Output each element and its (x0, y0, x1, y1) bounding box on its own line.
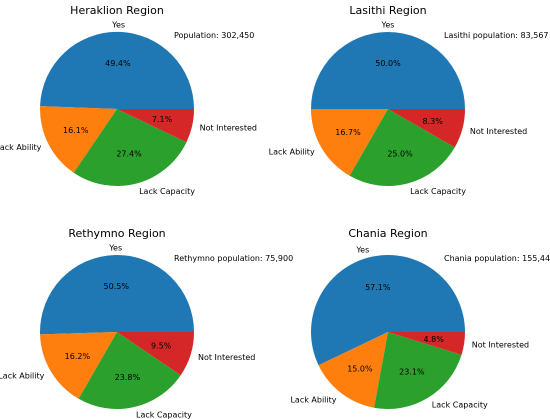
slice-value-label: 57.1% (365, 283, 391, 292)
chart-title: Chania Region (348, 227, 427, 240)
pie-slices (39, 31, 195, 187)
chart-title: Heraklion Region (70, 4, 164, 17)
pie-slice-not-interested (388, 332, 465, 355)
panel-heraklion: Heraklion Region Population: 302,450 49.… (0, 4, 257, 196)
pie-slice-not-interested (117, 332, 194, 376)
slice-value-label: 8.3% (422, 117, 443, 126)
pie-slice-yes (40, 254, 195, 335)
slice-value-label: 16.7% (335, 128, 361, 137)
pie-slice-yes (40, 31, 195, 110)
slice-category-label: Lack Capacity (432, 401, 488, 410)
slice-value-label: 15.0% (347, 365, 373, 374)
pie-slice-lack-ability (311, 109, 388, 176)
slice-value-label: 7.1% (152, 115, 173, 124)
slice-value-label: 50.5% (104, 282, 130, 291)
pie-slices (40, 254, 195, 409)
slice-value-label: 16.2% (65, 352, 91, 361)
slice-category-label: Lack Ability (269, 147, 315, 156)
slice-value-label: 16.1% (63, 126, 89, 135)
pie-slice-lack-capacity (349, 109, 455, 186)
chart-title: Lasithi Region (349, 4, 426, 17)
pie-slice-lack-capacity (374, 332, 462, 410)
slice-category-label: Lack Ability (290, 395, 336, 404)
pie-slice-lack-ability (40, 332, 117, 399)
slice-value-label: 27.4% (116, 150, 142, 159)
slice-category-label: Lack Capacity (410, 187, 466, 196)
population-annotation: Lasithi population: 83,567 (444, 31, 549, 40)
slice-value-label: 49.4% (105, 59, 131, 68)
panel-lasithi: Lasithi Region Lasithi population: 83,56… (269, 4, 549, 196)
pie-slice-yes (311, 32, 465, 109)
slice-category-label: Lack Ability (0, 372, 45, 381)
slice-category-label: Lack Ability (0, 143, 42, 152)
slice-category-label: Lack Capacity (136, 411, 192, 419)
slice-value-label: 4.8% (424, 335, 445, 344)
slice-value-label: 25.0% (387, 150, 413, 159)
pie-slice-not-interested (388, 109, 465, 148)
slice-value-label: 50.0% (375, 59, 401, 68)
population-annotation: Rethymno population: 75,900 (174, 254, 293, 263)
population-annotation: Chania population: 155,443 (444, 254, 550, 263)
slice-category-label: Not Interested (472, 341, 529, 350)
pie-slice-yes (311, 254, 465, 366)
panel-chania: Chania Region Chania population: 155,443… (290, 227, 550, 410)
panel-rethymno: Rethymno Region Rethymno population: 75,… (0, 227, 293, 419)
pie-slice-lack-ability (39, 106, 118, 173)
population-annotation: Population: 302,450 (174, 31, 254, 40)
pie-slice-lack-capacity (78, 332, 181, 409)
slice-category-label: Not Interested (200, 124, 257, 133)
pie-slice-lack-capacity (73, 109, 187, 187)
slice-value-label: 23.1% (399, 368, 425, 377)
slice-category-label: Yes (381, 20, 395, 29)
pie-slices (311, 32, 465, 186)
slice-category-label: Yes (355, 245, 369, 254)
chart-title: Rethymno Region (68, 227, 165, 240)
pie-slice-not-interested (117, 109, 194, 143)
pie-slice-lack-ability (318, 332, 388, 408)
slice-category-label: Yes (111, 20, 125, 29)
slice-value-label: 23.8% (115, 373, 141, 382)
slice-category-label: Yes (108, 243, 122, 252)
slice-category-label: Not Interested (198, 353, 255, 362)
slice-category-label: Not Interested (470, 127, 527, 136)
pie-slices (311, 254, 465, 410)
slice-value-label: 9.5% (151, 342, 172, 351)
slice-category-label: Lack Capacity (139, 187, 195, 196)
